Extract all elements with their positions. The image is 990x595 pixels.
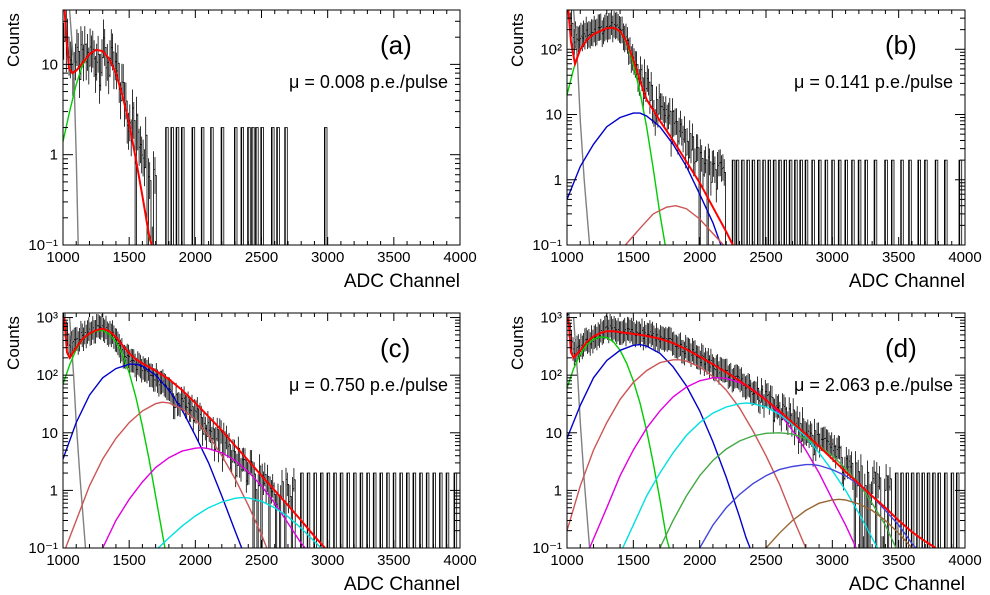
y-axis-title: Counts bbox=[4, 316, 23, 370]
fit-curve-3 bbox=[63, 363, 243, 548]
y-tick-label: 10⁻¹ bbox=[532, 540, 562, 557]
fit-curve-3 bbox=[567, 343, 751, 548]
panel-label: (c) bbox=[380, 333, 410, 363]
x-tick-label: 4000 bbox=[443, 249, 476, 266]
x-tick-label: 2000 bbox=[683, 249, 716, 266]
x-tick-label: 1500 bbox=[617, 552, 650, 569]
y-tick-label: 10² bbox=[540, 41, 562, 58]
x-axis-title: ADC Channel bbox=[849, 574, 965, 595]
y-tick-label: 1 bbox=[50, 147, 58, 164]
plot-area bbox=[63, 313, 460, 548]
y-tick-label: 10 bbox=[545, 425, 562, 442]
x-tick-label: 3500 bbox=[882, 552, 915, 569]
x-tick-label: 2000 bbox=[179, 249, 212, 266]
mu-annotation: μ = 0.141 p.e./pulse bbox=[794, 72, 953, 92]
fit-curve-4 bbox=[624, 204, 725, 245]
y-tick-label: 10⁻¹ bbox=[28, 540, 58, 557]
chart-panel-1: 1000 1500 2000 2500 3000 3500 4000 10⁻¹ 1 10 Count… bbox=[4, 9, 477, 292]
y-axis-title: Counts bbox=[4, 13, 23, 67]
x-tick-label: 2500 bbox=[245, 249, 278, 266]
fit-curve-3 bbox=[63, 10, 153, 245]
x-tick-label: 2000 bbox=[179, 552, 212, 569]
x-tick-label: 3000 bbox=[816, 249, 849, 266]
y-tick-label: 10³ bbox=[36, 310, 58, 327]
y-axis-title: Counts bbox=[508, 316, 527, 370]
panel-label: (a) bbox=[380, 30, 412, 60]
x-tick-label: 3000 bbox=[311, 552, 344, 569]
x-tick-label: 3500 bbox=[882, 249, 915, 266]
fit-curve-5 bbox=[567, 10, 734, 245]
fit-curve-6 bbox=[157, 496, 322, 548]
plot-area bbox=[567, 313, 965, 548]
fit-curve-10 bbox=[567, 317, 937, 548]
chart-panel-4: 1000 1500 2000 2500 3000 3500 4000 10⁻¹ 1 10 10² 10… bbox=[508, 310, 982, 595]
x-tick-label: 1000 bbox=[46, 552, 79, 569]
y-tick-label: 10⁻¹ bbox=[28, 237, 58, 254]
x-tick-label: 2000 bbox=[683, 552, 716, 569]
y-axis-title: Counts bbox=[508, 13, 527, 67]
fit-curve-1 bbox=[572, 10, 591, 245]
y-tick-label: 10³ bbox=[540, 310, 562, 327]
x-tick-label: 4000 bbox=[948, 552, 981, 569]
x-tick-label: 1500 bbox=[112, 249, 145, 266]
y-tick-label: 10² bbox=[540, 367, 562, 384]
fit-curve-4 bbox=[567, 359, 807, 548]
fit-curve-8 bbox=[699, 463, 917, 548]
x-tick-label: 1000 bbox=[550, 552, 583, 569]
y-tick-label: 10² bbox=[36, 367, 58, 384]
fit-curve-5 bbox=[588, 377, 857, 548]
mu-annotation: μ = 0.008 p.e./pulse bbox=[289, 72, 448, 92]
x-tick-label: 3000 bbox=[816, 552, 849, 569]
y-tick-label: 10 bbox=[41, 56, 58, 73]
x-tick-label: 4000 bbox=[948, 249, 981, 266]
x-tick-label: 1500 bbox=[112, 552, 145, 569]
x-tick-label: 2500 bbox=[245, 552, 278, 569]
x-tick-label: 2500 bbox=[749, 552, 782, 569]
panel-label: (b) bbox=[885, 30, 917, 60]
plot-area bbox=[63, 10, 460, 245]
mu-annotation: μ = 0.750 p.e./pulse bbox=[289, 375, 448, 395]
fit-curve-6 bbox=[622, 402, 879, 548]
fit-curve-4 bbox=[64, 401, 268, 548]
x-tick-label: 2500 bbox=[749, 249, 782, 266]
fit-curve-3 bbox=[567, 112, 722, 245]
fit-curve-5 bbox=[102, 446, 306, 548]
y-tick-label: 1 bbox=[554, 172, 562, 189]
x-tick-label: 1500 bbox=[617, 249, 650, 266]
x-tick-label: 3500 bbox=[377, 552, 410, 569]
x-tick-label: 1000 bbox=[550, 249, 583, 266]
y-tick-label: 1 bbox=[50, 482, 58, 499]
x-axis-title: ADC Channel bbox=[344, 271, 460, 292]
fit-curve-7 bbox=[63, 317, 326, 548]
x-axis-title: ADC Channel bbox=[344, 574, 460, 595]
x-tick-label: 1000 bbox=[46, 249, 79, 266]
x-tick-label: 4000 bbox=[443, 552, 476, 569]
panel-label: (d) bbox=[885, 333, 917, 363]
y-tick-label: 10⁻¹ bbox=[532, 237, 562, 254]
chart-panel-2: 1000 1500 2000 2500 3000 3500 4000 10⁻¹ 1 10 10² Co… bbox=[508, 9, 982, 292]
y-tick-label: 10 bbox=[41, 425, 58, 442]
x-tick-label: 3000 bbox=[311, 249, 344, 266]
y-tick-label: 1 bbox=[554, 482, 562, 499]
mu-annotation: μ = 2.063 p.e./pulse bbox=[794, 375, 953, 395]
y-tick-label: 10 bbox=[545, 107, 562, 124]
chart-panel-3: 1000 1500 2000 2500 3000 3500 4000 10⁻¹ 1 10 10² 10… bbox=[4, 310, 477, 595]
x-axis-title: ADC Channel bbox=[849, 271, 965, 292]
fit-curve-9 bbox=[765, 498, 913, 548]
fit-curve-1 bbox=[68, 10, 79, 245]
plot-area bbox=[567, 10, 965, 245]
x-tick-label: 3500 bbox=[377, 249, 410, 266]
